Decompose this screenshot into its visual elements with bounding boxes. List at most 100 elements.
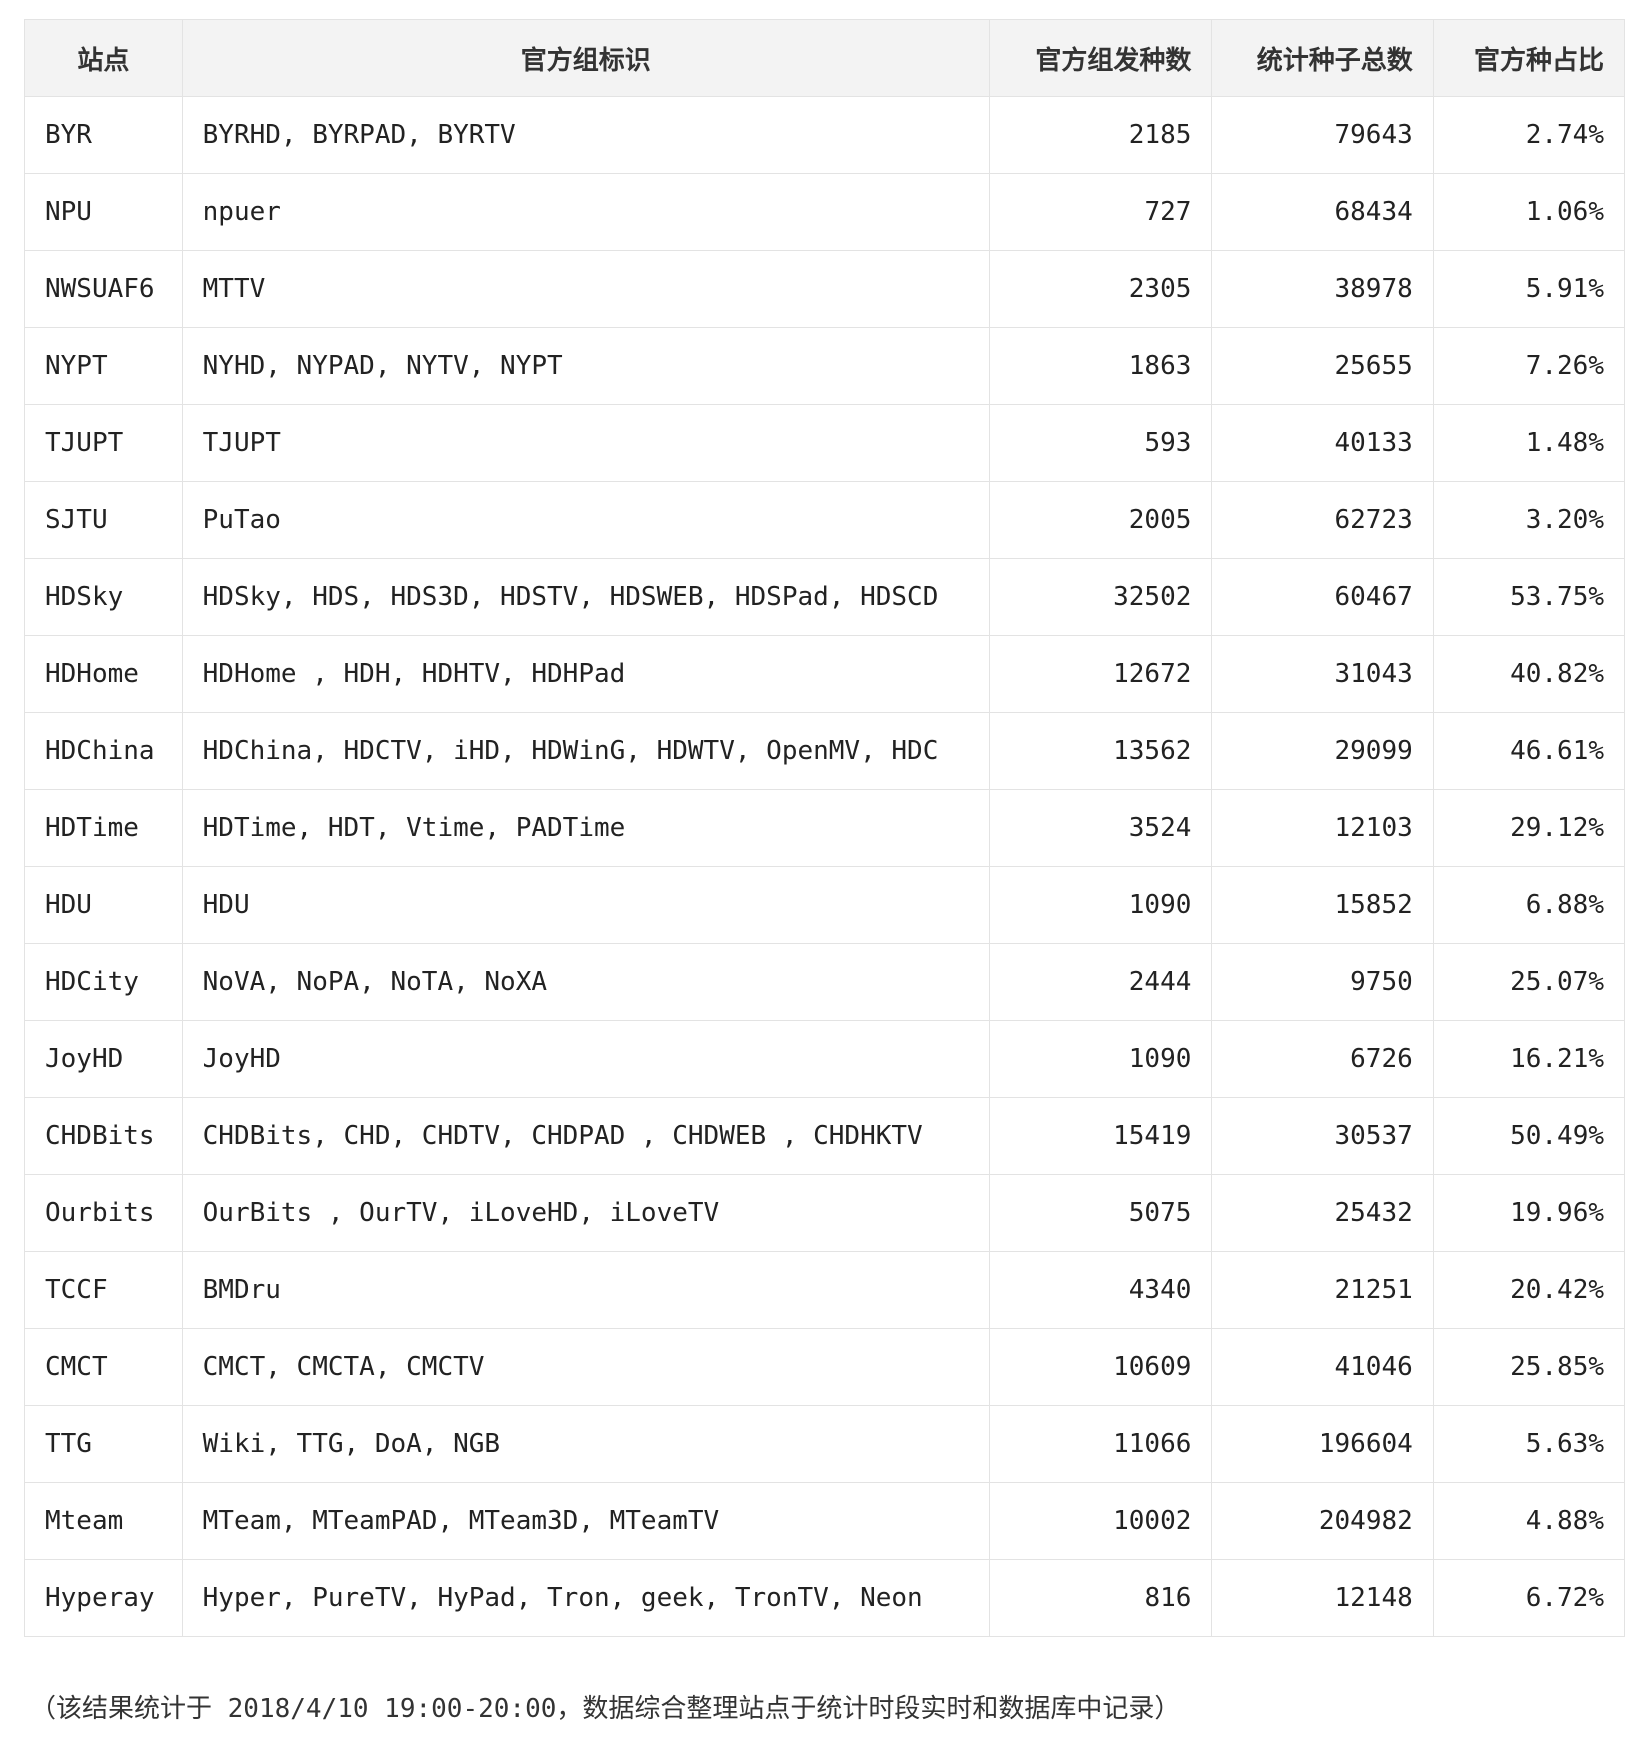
table-row: HDHome HDHome , HDH, HDHTV, HDHPad 12672 31… [24, 635, 1626, 713]
cell-total-count: 30537 [1211, 1097, 1434, 1175]
table-row: HDTime HDTime, HDT, Vtime, PADTime 3524 121… [24, 789, 1626, 867]
table-row: Hyperay Hyper, PureTV, HyPad, Tron, geek,… [24, 1559, 1626, 1637]
cell-ratio: 40.82% [1432, 635, 1626, 713]
cell-site: TJUPT [24, 404, 183, 482]
header-site: 站点 [24, 19, 183, 97]
cell-group-tags: MTTV [181, 250, 990, 328]
cell-group-count: 11066 [988, 1405, 1213, 1483]
cell-group-tags: Hyper, PureTV, HyPad, Tron, geek, TronTV… [181, 1559, 990, 1637]
table-row: Ourbits OurBits , OurTV, iLoveHD, iLoveTV… [24, 1174, 1626, 1252]
cell-total-count: 62723 [1211, 481, 1434, 559]
table-row: NPU npuer 727 68434 1.06% [24, 173, 1626, 251]
cell-ratio: 5.91% [1432, 250, 1626, 328]
cell-total-count: 196604 [1211, 1405, 1434, 1483]
cell-site: NPU [24, 173, 183, 251]
cell-group-count: 10002 [988, 1482, 1213, 1560]
cell-group-count: 2185 [988, 96, 1213, 174]
cell-total-count: 31043 [1211, 635, 1434, 713]
cell-group-tags: NoVA, NoPA, NoTA, NoXA [181, 943, 990, 1021]
table-row: CHDBits CHDBits, CHD, CHDTV, CHDPAD , CHD… [24, 1097, 1626, 1175]
footnote: （该结果统计于 2018/4/10 19:00-20:00，数据综合整理站点于统… [30, 1694, 1181, 1724]
cell-site: HDU [24, 866, 183, 944]
cell-group-tags: BMDru [181, 1251, 990, 1329]
table-row: TJUPT TJUPT 593 40133 1.48% [24, 404, 1626, 482]
cell-total-count: 25655 [1211, 327, 1434, 405]
cell-site: Ourbits [24, 1174, 183, 1252]
cell-total-count: 12148 [1211, 1559, 1434, 1637]
cell-group-tags: HDChina, HDCTV, iHD, HDWinG, HDWTV, Open… [181, 712, 990, 790]
cell-group-tags: JoyHD [181, 1020, 990, 1098]
table-row: HDU HDU 1090 15852 6.88% [24, 866, 1626, 944]
cell-ratio: 1.48% [1432, 404, 1626, 482]
table-row: NWSUAF6 MTTV 2305 38978 5.91% [24, 250, 1626, 328]
cell-site: NWSUAF6 [24, 250, 183, 328]
cell-group-count: 1090 [988, 1020, 1213, 1098]
cell-total-count: 60467 [1211, 558, 1434, 636]
cell-group-tags: HDU [181, 866, 990, 944]
cell-total-count: 6726 [1211, 1020, 1434, 1098]
cell-total-count: 38978 [1211, 250, 1434, 328]
header-ratio: 官方种占比 [1432, 19, 1626, 97]
cell-total-count: 41046 [1211, 1328, 1434, 1406]
stats-table: 站点 官方组标识 官方组发种数 统计种子总数 官方种占比 BYR BYRHD, B… [24, 19, 1626, 1637]
table-row: BYR BYRHD, BYRPAD, BYRTV 2185 79643 2.74% [24, 96, 1626, 174]
table-body: BYR BYRHD, BYRPAD, BYRTV 2185 79643 2.74% NPU… [24, 96, 1626, 1637]
header-total-count: 统计种子总数 [1211, 19, 1434, 97]
cell-group-count: 4340 [988, 1251, 1213, 1329]
cell-site: NYPT [24, 327, 183, 405]
cell-group-tags: CHDBits, CHD, CHDTV, CHDPAD , CHDWEB , C… [181, 1097, 990, 1175]
cell-site: SJTU [24, 481, 183, 559]
table-row: Mteam MTeam, MTeamPAD, MTeam3D, MTeamTV 10… [24, 1482, 1626, 1560]
cell-site: BYR [24, 96, 183, 174]
cell-group-tags: NYHD, NYPAD, NYTV, NYPT [181, 327, 990, 405]
table-row: HDChina HDChina, HDCTV, iHD, HDWinG, HDWT… [24, 712, 1626, 790]
cell-site: HDCity [24, 943, 183, 1021]
table-row: CMCT CMCT, CMCTA, CMCTV 10609 41046 25.85% [24, 1328, 1626, 1406]
cell-group-count: 10609 [988, 1328, 1213, 1406]
table-row: TTG Wiki, TTG, DoA, NGB 11066 196604 5.63% [24, 1405, 1626, 1483]
table-row: JoyHD JoyHD 1090 6726 16.21% [24, 1020, 1626, 1098]
cell-ratio: 25.85% [1432, 1328, 1626, 1406]
cell-group-count: 3524 [988, 789, 1213, 867]
cell-site: Hyperay [24, 1559, 183, 1637]
cell-group-count: 593 [988, 404, 1213, 482]
table-row: HDCity NoVA, NoPA, NoTA, NoXA 2444 9750 25.0… [24, 943, 1626, 1021]
cell-group-count: 5075 [988, 1174, 1213, 1252]
cell-site: HDHome [24, 635, 183, 713]
cell-total-count: 40133 [1211, 404, 1434, 482]
cell-ratio: 6.72% [1432, 1559, 1626, 1637]
cell-group-count: 15419 [988, 1097, 1213, 1175]
cell-ratio: 1.06% [1432, 173, 1626, 251]
cell-group-tags: TJUPT [181, 404, 990, 482]
cell-group-tags: PuTao [181, 481, 990, 559]
cell-total-count: 9750 [1211, 943, 1434, 1021]
table-row: TCCF BMDru 4340 21251 20.42% [24, 1251, 1626, 1329]
cell-group-tags: npuer [181, 173, 990, 251]
cell-site: HDChina [24, 712, 183, 790]
header-group-tags: 官方组标识 [181, 19, 990, 97]
cell-ratio: 19.96% [1432, 1174, 1626, 1252]
cell-group-tags: BYRHD, BYRPAD, BYRTV [181, 96, 990, 174]
cell-ratio: 53.75% [1432, 558, 1626, 636]
table-row: HDSky HDSky, HDS, HDS3D, HDSTV, HDSWEB, H… [24, 558, 1626, 636]
cell-group-count: 12672 [988, 635, 1213, 713]
cell-ratio: 3.20% [1432, 481, 1626, 559]
cell-group-count: 32502 [988, 558, 1213, 636]
cell-ratio: 25.07% [1432, 943, 1626, 1021]
cell-ratio: 50.49% [1432, 1097, 1626, 1175]
cell-total-count: 25432 [1211, 1174, 1434, 1252]
cell-group-tags: HDTime, HDT, Vtime, PADTime [181, 789, 990, 867]
cell-group-count: 2305 [988, 250, 1213, 328]
cell-ratio: 2.74% [1432, 96, 1626, 174]
cell-group-tags: CMCT, CMCTA, CMCTV [181, 1328, 990, 1406]
cell-ratio: 20.42% [1432, 1251, 1626, 1329]
cell-group-count: 2005 [988, 481, 1213, 559]
cell-total-count: 204982 [1211, 1482, 1434, 1560]
cell-site: JoyHD [24, 1020, 183, 1098]
table-row: SJTU PuTao 2005 62723 3.20% [24, 481, 1626, 559]
cell-total-count: 68434 [1211, 173, 1434, 251]
cell-ratio: 46.61% [1432, 712, 1626, 790]
cell-total-count: 21251 [1211, 1251, 1434, 1329]
cell-ratio: 29.12% [1432, 789, 1626, 867]
cell-group-count: 2444 [988, 943, 1213, 1021]
